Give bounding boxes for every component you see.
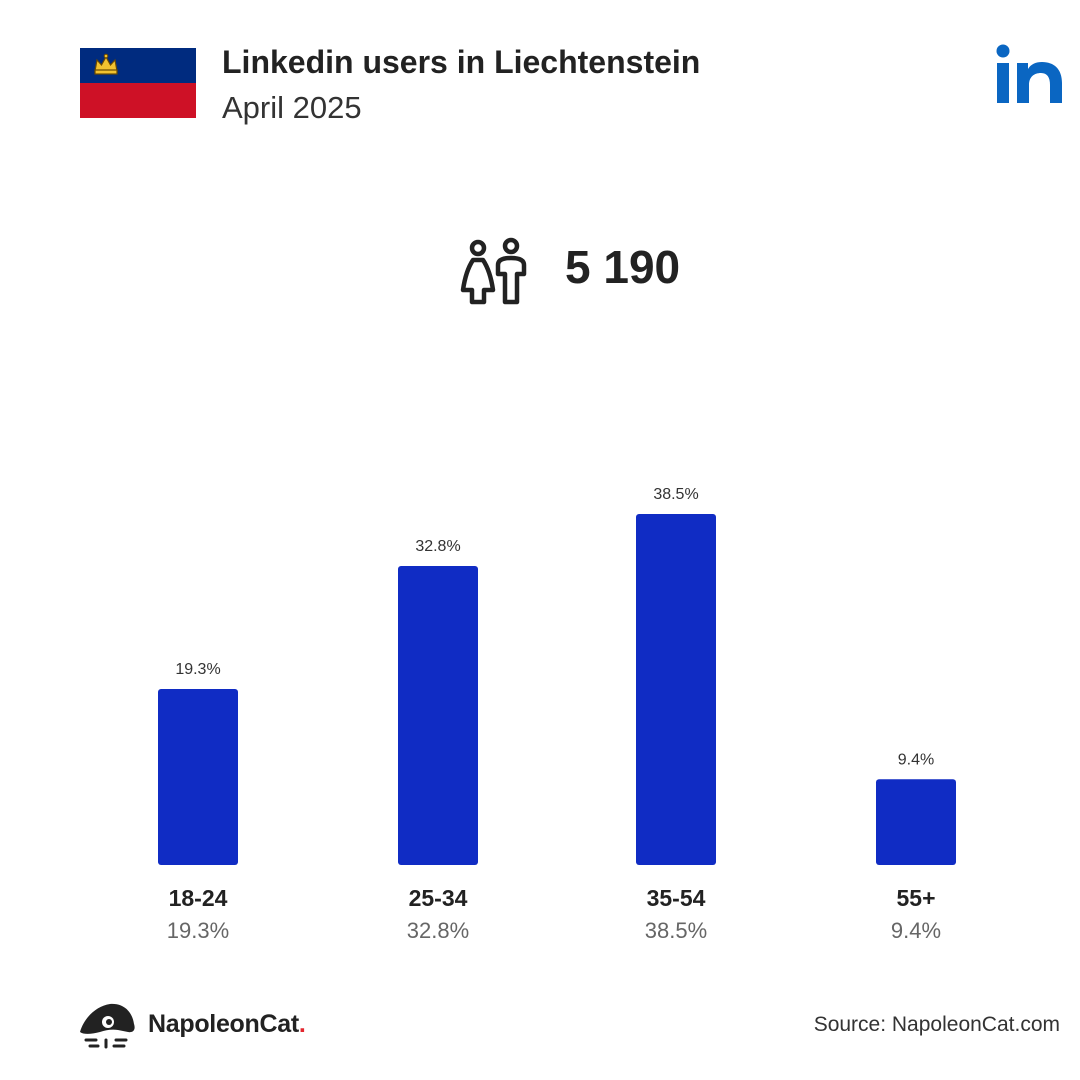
source-label: Source: NapoleonCat.com [813,1013,1060,1036]
bar-55+ [876,779,956,865]
category-label: 18-24 [169,885,228,911]
total-users-value: 5 190 [565,241,681,293]
bar-value-label: 19.3% [175,661,220,678]
category-percent-label: 32.8% [407,918,469,943]
bar-18-24 [158,689,238,865]
bar-value-label: 9.4% [898,751,934,768]
bar-value-label: 32.8% [415,538,460,555]
liechtenstein-flag-icon [80,48,196,118]
bar-35-54 [636,514,716,865]
users-icon [460,237,527,305]
page-title: Linkedin users in Liechtenstein [222,44,701,80]
category-percent-label: 19.3% [167,918,229,943]
brand-name: NapoleonCat. [148,1010,306,1038]
linkedin-logo-icon [996,44,1062,103]
category-label: 55+ [896,885,935,911]
bar-25-34 [398,565,478,865]
category-label: 35-54 [647,885,706,911]
page-subtitle: April 2025 [222,90,362,125]
napoleoncat-logo-icon [80,1003,135,1049]
bar-value-label: 38.5% [653,486,698,503]
brand-dot: . [298,1010,306,1038]
category-percent-label: 9.4% [891,918,941,943]
age-distribution-chart: 19.3% 18-24 19.3% 32.8% 25-34 32.8% 38.5% 35-54… [158,486,956,943]
crown-icon [94,53,118,75]
category-label: 25-34 [409,885,468,911]
category-percent-label: 38.5% [645,918,707,943]
